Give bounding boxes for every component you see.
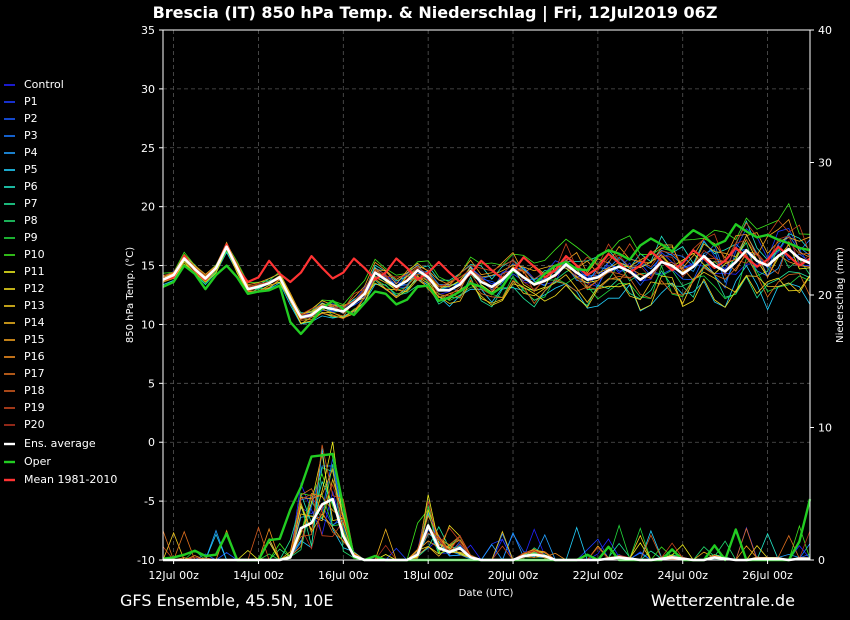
y-left-tick-label: 0 bbox=[148, 436, 155, 449]
axis-ticks: 35 30 25 20 15 10 5 0 -5 -10 40 30 20 10 0 12Jul 00z 14J… bbox=[137, 24, 832, 582]
legend-label: P6 bbox=[24, 180, 38, 193]
y-left-tick-label: 35 bbox=[141, 24, 155, 37]
y-left-tick-label: -5 bbox=[144, 495, 155, 508]
y-left-tick-label: 10 bbox=[141, 318, 155, 331]
legend-label: Ens. average bbox=[24, 437, 96, 450]
y-axis-right-label: Niederschlag (mm) bbox=[835, 247, 846, 343]
legend-label: Mean 1981-2010 bbox=[24, 473, 117, 486]
legend-label: Oper bbox=[24, 455, 51, 468]
legend-label: P11 bbox=[24, 265, 45, 278]
x-tick-label: 14Jul 00z bbox=[233, 569, 284, 582]
temp-line-p13 bbox=[162, 246, 811, 324]
y-left-tick-label: 15 bbox=[141, 260, 155, 273]
x-axis-label: Date (UTC) bbox=[459, 588, 514, 599]
legend-label: P9 bbox=[24, 231, 38, 244]
temp-line-p17 bbox=[162, 248, 811, 321]
y-right-tick-label: 40 bbox=[818, 24, 832, 37]
x-tick-label: 16Jul 00z bbox=[318, 569, 369, 582]
legend-label: P12 bbox=[24, 282, 45, 295]
temp-line-oper bbox=[162, 223, 811, 336]
grid bbox=[163, 30, 810, 560]
footer-source: GFS Ensemble, 45.5N, 10E bbox=[120, 591, 333, 610]
chart-title: Brescia (IT) 850 hPa Temp. & Niederschla… bbox=[153, 3, 718, 23]
y-left-tick-label: -10 bbox=[137, 554, 155, 567]
x-tick-label: 24Jul 00z bbox=[657, 569, 708, 582]
legend-label: P15 bbox=[24, 333, 45, 346]
temp-line-p10 bbox=[162, 202, 811, 315]
legend-label: P3 bbox=[24, 129, 38, 142]
legend-label: P7 bbox=[24, 197, 38, 210]
x-tick-label: 20Jul 00z bbox=[488, 569, 539, 582]
y-left-tick-label: 30 bbox=[141, 83, 155, 96]
legend-label: P18 bbox=[24, 384, 45, 397]
temp-line-p7 bbox=[162, 249, 811, 325]
legend-label: P4 bbox=[24, 146, 38, 159]
legend-label: P17 bbox=[24, 367, 45, 380]
x-tick-label: 26Jul 00z bbox=[742, 569, 793, 582]
y-axis-left-label: 850 hPa Temp. (°C) bbox=[125, 247, 136, 343]
footer-brand: Wetterzentrale.de bbox=[651, 591, 795, 610]
y-left-tick-label: 5 bbox=[148, 377, 155, 390]
temp-line-p15 bbox=[162, 218, 811, 316]
legend-label: P8 bbox=[24, 214, 38, 227]
y-right-tick-label: 20 bbox=[818, 289, 832, 302]
legend-label: P19 bbox=[24, 401, 45, 414]
legend-label: P16 bbox=[24, 350, 45, 363]
x-tick-label: 12Jul 00z bbox=[148, 569, 199, 582]
y-left-tick-label: 20 bbox=[141, 201, 155, 214]
temp-line-ens-average bbox=[162, 245, 811, 319]
legend-label: P14 bbox=[24, 316, 45, 329]
y-right-tick-label: 0 bbox=[818, 554, 825, 567]
legend-label: P5 bbox=[24, 163, 38, 176]
legend-label: P20 bbox=[24, 418, 45, 431]
legend-label: Control bbox=[24, 78, 64, 91]
legend-label: P10 bbox=[24, 248, 45, 261]
y-left-tick-label: 25 bbox=[141, 142, 155, 155]
x-tick-label: 22Jul 00z bbox=[573, 569, 624, 582]
y-right-tick-label: 10 bbox=[818, 422, 832, 435]
x-tick-label: 18Jul 00z bbox=[403, 569, 454, 582]
legend-label: P13 bbox=[24, 299, 45, 312]
y-right-tick-label: 30 bbox=[818, 157, 832, 170]
legend-label: P1 bbox=[24, 95, 38, 108]
legend: Control P1 P2 P3 P4 P5 P6 P7 P8 P9 P10 P11 P12 P13 P14… bbox=[4, 78, 117, 486]
legend-label: P2 bbox=[24, 112, 38, 125]
